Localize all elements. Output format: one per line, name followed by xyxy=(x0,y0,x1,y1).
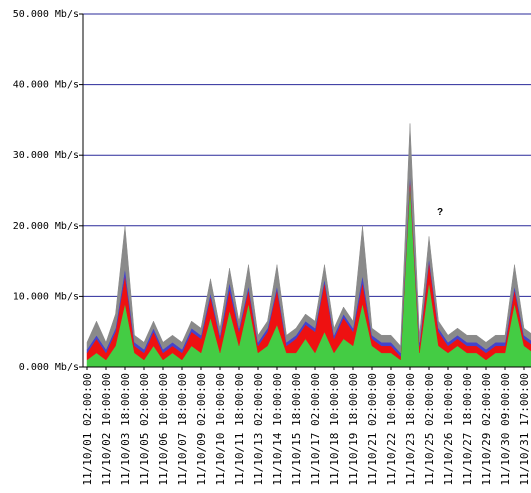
x-tick-label: 11/10/03 18:00:00 xyxy=(119,373,132,486)
x-tick-label: 11/10/11 18:00:00 xyxy=(233,373,246,486)
x-tick-label: 11/10/07 18:00:00 xyxy=(176,373,189,486)
x-tick-label: 11/10/30 09:00:00 xyxy=(499,373,512,486)
y-tick-label: 10.000 Mb/s xyxy=(13,291,79,302)
labels: 0.000 Mb/s 10.000 Mb/s 20.000 Mb/s 30.000 M… xyxy=(13,9,531,486)
x-tick-label: 11/10/23 18:00:00 xyxy=(404,373,417,486)
x-tick-label: 11/10/25 02:00:00 xyxy=(423,373,436,486)
x-tick-label: 11/10/13 02:00:00 xyxy=(252,373,265,486)
x-tick-label: 11/10/26 10:00:00 xyxy=(442,373,455,486)
x-tick-label: 11/10/18 10:00:00 xyxy=(328,373,341,486)
question-mark: ? xyxy=(437,207,443,218)
area xyxy=(86,123,531,354)
x-tick-label: 11/10/17 02:00:00 xyxy=(309,373,322,486)
x-tick-label: 11/10/05 02:00:00 xyxy=(138,373,151,486)
y-tick-label: 20.000 Mb/s xyxy=(13,221,79,232)
x-tick-label: 11/10/15 18:00:00 xyxy=(290,373,303,486)
y-tick-label: 0.000 Mb/s xyxy=(19,362,79,373)
plot-area xyxy=(86,123,531,368)
x-tick-label: 11/10/31 17:00:00 xyxy=(518,373,531,486)
y-tick-label: 30.000 Mb/s xyxy=(13,150,79,161)
x-tick-label: 11/10/06 10:00:00 xyxy=(157,373,170,486)
x-tick-label: 11/10/09 02:00:00 xyxy=(195,373,208,486)
x-tick-label: 11/10/29 02:00:00 xyxy=(480,373,493,486)
x-tick-label: 11/10/10 10:00:00 xyxy=(214,373,227,486)
x-tick-label: 11/10/27 18:00:00 xyxy=(461,373,474,486)
y-tick-label: 50.000 Mb/s xyxy=(13,9,79,20)
y-tick-label: 40.000 Mb/s xyxy=(13,80,79,91)
x-tick-label: 11/10/14 10:00:00 xyxy=(271,373,284,486)
x-tick-label: 11/10/22 10:00:00 xyxy=(385,373,398,486)
x-tick-label: 11/10/21 02:00:00 xyxy=(366,373,379,486)
x-tick-label: 11/10/01 02:00:00 xyxy=(81,373,94,486)
x-tick-label: 11/10/19 18:00:00 xyxy=(347,373,360,486)
x-tick-label: 11/10/02 10:00:00 xyxy=(100,373,113,486)
grid xyxy=(79,13,531,368)
